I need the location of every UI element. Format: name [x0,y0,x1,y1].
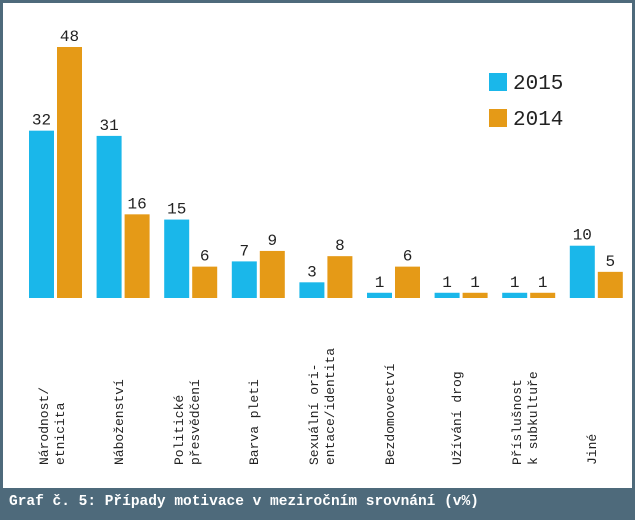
bar [327,256,353,298]
bar [299,282,325,298]
value-label: 6 [403,248,413,266]
value-label: 32 [32,112,51,130]
x-tick-label: Bezdomovectví [382,363,398,465]
bar [597,271,623,298]
value-label: 5 [605,253,615,271]
chart-caption: Graf č. 5: Případy motivace v meziročním… [3,488,632,517]
bar [502,292,528,298]
bar [395,266,420,298]
value-label: 15 [167,201,186,219]
value-label: 48 [60,28,79,46]
x-tick-label: Jiné [585,433,601,465]
legend-swatch [489,109,507,127]
x-tick-label: Příslušnost k subkultuře [509,371,541,465]
bar [569,245,595,298]
bar [367,292,392,298]
value-label: 1 [510,274,520,292]
x-tick-label: Náboženství [112,379,128,465]
bar [231,261,257,298]
value-label: 8 [335,237,345,255]
legend-label: 2015 [513,73,563,96]
bar [124,214,150,298]
value-label: 1 [470,274,480,292]
value-label: 1 [538,274,548,292]
bar [462,292,488,298]
bar [259,250,285,298]
bar [530,292,556,298]
x-tick-label: Politické přesvědčení [171,379,203,465]
legend-label: 2014 [513,109,563,132]
bar [192,266,218,298]
value-label: 1 [442,274,452,292]
value-label: 10 [573,227,592,245]
x-tick-label: Sexuální ori- entace/identita [306,347,338,465]
x-tick-label: Národnost/ etnicita [36,386,68,465]
bar [164,219,190,298]
value-label: 31 [99,117,118,135]
value-label: 6 [200,248,210,266]
value-label: 3 [307,263,317,281]
bar [29,130,54,298]
legend-swatch [489,73,507,91]
bar [434,292,460,298]
x-tick-label: Barva pleti [247,379,263,465]
value-label: 16 [127,195,146,213]
value-label: 1 [375,274,385,292]
value-label: 7 [239,242,249,260]
value-label: 9 [267,232,277,250]
x-tick-label: Užívání drog [450,371,466,465]
bar [96,135,122,298]
bar [57,47,82,298]
